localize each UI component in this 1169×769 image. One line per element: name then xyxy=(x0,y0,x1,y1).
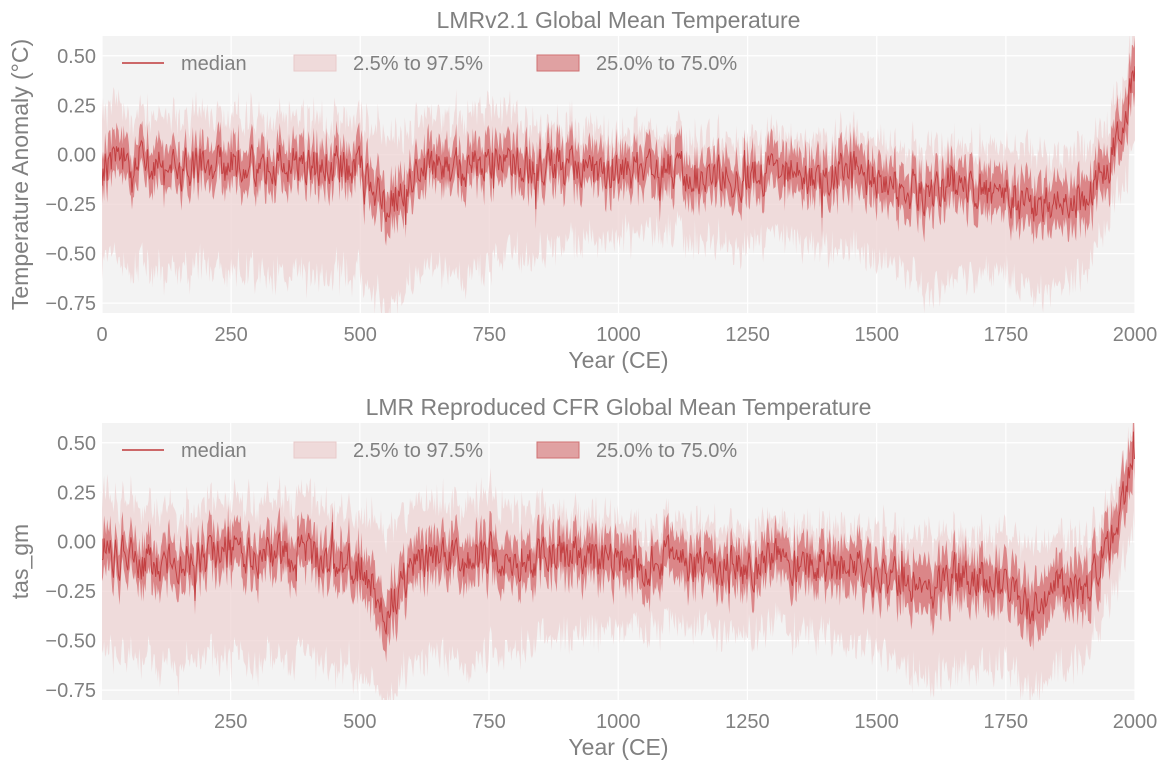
legend-label-median: median xyxy=(181,440,247,462)
legend: median 2.5% to 97.5% 25.0% to 75.0% xyxy=(122,440,737,462)
x-tick-label: 1250 xyxy=(725,324,770,346)
median-line xyxy=(102,431,1135,635)
x-tick-label: 1000 xyxy=(596,324,641,346)
plot-area xyxy=(102,423,1135,700)
chart-title: LMR Reproduced CFR Global Mean Temperatu… xyxy=(366,394,872,420)
legend: median 2.5% to 97.5% 25.0% to 75.0% xyxy=(122,53,737,75)
x-tick-label: 1250 xyxy=(725,711,770,733)
x-tick-label: 2000 xyxy=(1113,711,1158,733)
x-tick-label: 0 xyxy=(96,324,107,346)
x-tick-label: 1500 xyxy=(854,711,899,733)
x-tick-label: 500 xyxy=(343,711,376,733)
legend-inner-band-swatch xyxy=(536,441,580,459)
x-tick-label: 250 xyxy=(214,711,247,733)
x-tick-label: 2000 xyxy=(1113,324,1158,346)
y-tick-label: 0.00 xyxy=(57,145,96,167)
x-tick-label: 1500 xyxy=(855,324,900,346)
legend-outer-band-swatch xyxy=(293,441,337,459)
y-tick-label: 0.00 xyxy=(57,532,96,554)
y-tick-label: −0.50 xyxy=(45,631,96,653)
legend-outer-band-swatch xyxy=(293,54,337,72)
y-tick-label: −0.25 xyxy=(45,581,96,603)
y-tick-label: 0.25 xyxy=(57,95,96,117)
legend-label-inner-band: 25.0% to 75.0% xyxy=(596,440,737,462)
y-tick-label: 0.25 xyxy=(57,482,96,504)
x-tick-label: 250 xyxy=(214,324,247,346)
chart-title: LMRv2.1 Global Mean Temperature xyxy=(437,7,801,33)
plot-area xyxy=(102,36,1135,313)
y-tick-label: −0.25 xyxy=(45,194,96,216)
y-axis-label: Temperature Anomaly (°C) xyxy=(7,39,33,310)
band-25-75 xyxy=(102,423,1135,663)
legend-label-inner-band: 25.0% to 75.0% xyxy=(596,53,737,75)
x-axis-label: Year (CE) xyxy=(568,734,668,760)
legend-label-median: median xyxy=(181,53,247,75)
x-tick-label: 500 xyxy=(344,324,377,346)
x-tick-label: 1000 xyxy=(596,711,641,733)
x-tick-label: 750 xyxy=(473,324,506,346)
y-tick-label: −0.50 xyxy=(45,244,96,266)
x-tick-label: 1750 xyxy=(984,711,1029,733)
chart-panel-1: 0 250 500 750 1000 1250 1500 1750 2000 −0.75 −0.50… xyxy=(7,7,1157,373)
legend-label-outer-band: 2.5% to 97.5% xyxy=(353,53,483,75)
y-axis-label: tas_gm xyxy=(7,524,33,599)
chart-panel-2: 250 500 750 1000 1250 1500 1750 2000 −0.75 −0.50 −… xyxy=(7,394,1157,760)
legend-inner-band-swatch xyxy=(536,54,580,72)
legend-label-outer-band: 2.5% to 97.5% xyxy=(353,440,483,462)
y-tick-label: 0.50 xyxy=(57,433,96,455)
x-axis-label: Year (CE) xyxy=(568,347,668,373)
y-tick-label: 0.50 xyxy=(57,46,96,68)
x-tick-label: 750 xyxy=(472,711,505,733)
x-tick-label: 1750 xyxy=(984,324,1029,346)
y-tick-label: −0.75 xyxy=(45,293,96,315)
median-line xyxy=(102,66,1135,225)
y-tick-label: −0.75 xyxy=(45,680,96,702)
